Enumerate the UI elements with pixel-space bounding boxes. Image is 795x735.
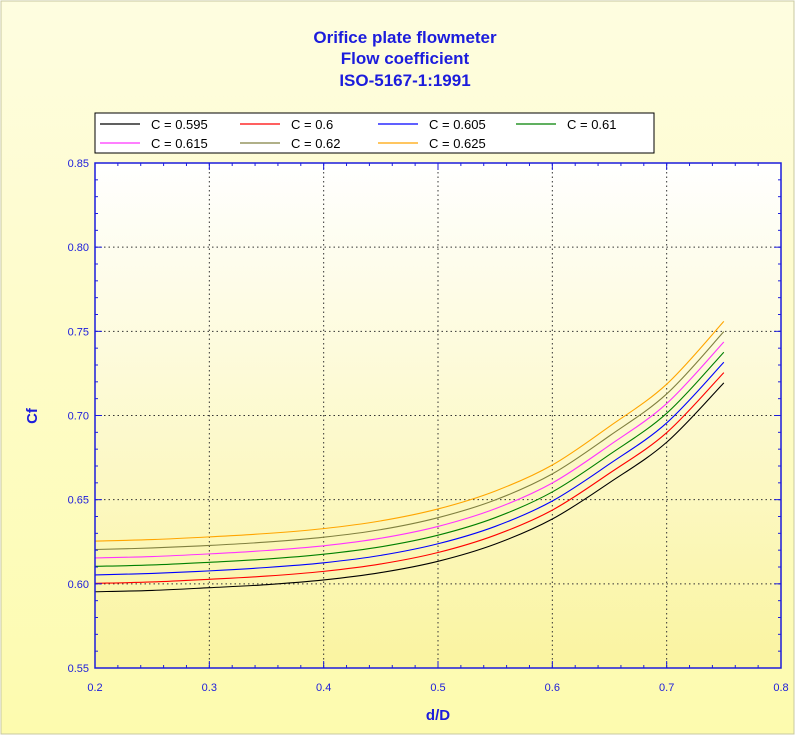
series-line <box>95 351 725 567</box>
legend-label: C = 0.61 <box>567 117 617 132</box>
y-axis: 0.55 0.60 0.65 0.70 0.75 0.80 0.85 <box>68 158 781 675</box>
x-axis-label: d/D <box>426 707 450 724</box>
title-line-3: ISO-5167-1:1991 <box>339 71 470 90</box>
grid <box>95 163 781 668</box>
series-line <box>95 321 725 542</box>
x-axis: 0.2 0.3 0.4 0.5 0.6 0.7 0.8 <box>87 163 789 694</box>
y-axis-label: Cf <box>24 407 41 424</box>
y-tick-label: 0.70 <box>68 411 89 423</box>
y-tick-label: 0.85 <box>68 158 89 170</box>
legend-box <box>94 112 655 154</box>
y-tick-label: 0.60 <box>68 579 89 591</box>
legend-label: C = 0.625 <box>429 136 486 151</box>
chart-title: Orifice plate flowmeter Flow coefficient… <box>313 28 497 90</box>
y-tick-label: 0.80 <box>68 242 89 254</box>
x-tick-label: 0.5 <box>430 682 445 694</box>
legend-label: C = 0.595 <box>151 117 208 132</box>
series-line <box>95 372 725 584</box>
y-tick-label: 0.75 <box>68 326 89 338</box>
x-tick-label: 0.6 <box>545 682 560 694</box>
title-line-1: Orifice plate flowmeter <box>313 28 497 47</box>
series-group <box>95 321 725 593</box>
legend-label: C = 0.6 <box>291 117 333 132</box>
legend: C = 0.595 C = 0.6 C = 0.605 C = 0.61 C = 0.6… <box>94 112 655 154</box>
legend-label: C = 0.62 <box>291 136 341 151</box>
y-tick-label: 0.65 <box>68 495 89 507</box>
series-line <box>95 361 725 576</box>
x-tick-label: 0.3 <box>202 682 217 694</box>
series-line <box>95 331 725 551</box>
series-line <box>95 341 725 559</box>
y-tick-label: 0.55 <box>68 663 89 675</box>
title-line-2: Flow coefficient <box>341 49 470 68</box>
x-tick-label: 0.7 <box>659 682 674 694</box>
series-line <box>95 382 725 593</box>
legend-label: C = 0.605 <box>429 117 486 132</box>
x-tick-label: 0.4 <box>316 682 331 694</box>
x-tick-label: 0.2 <box>87 682 102 694</box>
legend-label: C = 0.615 <box>151 136 208 151</box>
x-tick-label: 0.8 <box>773 682 788 694</box>
